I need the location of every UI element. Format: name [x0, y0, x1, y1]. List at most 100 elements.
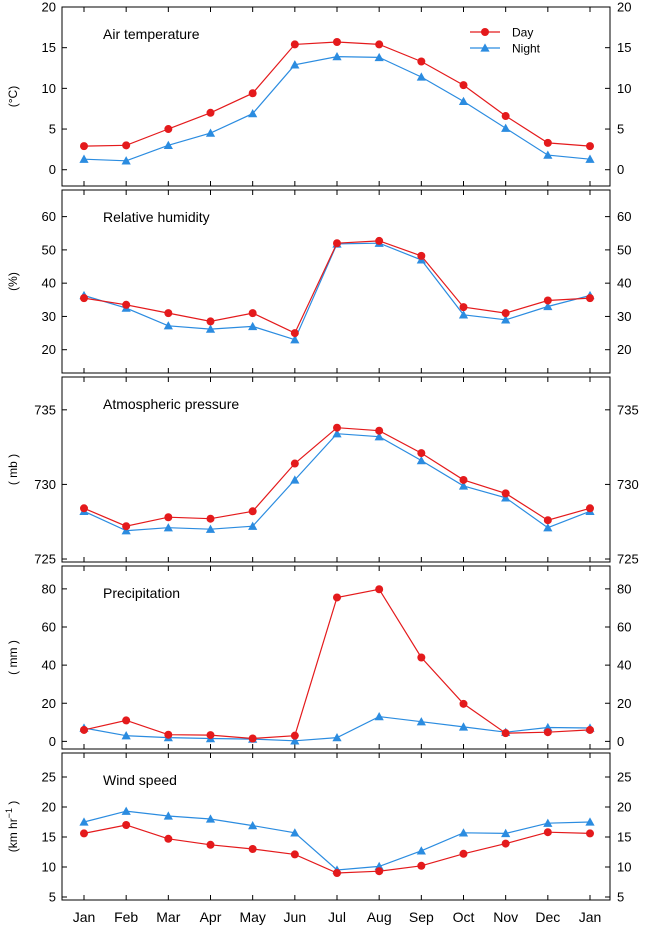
point-night — [79, 817, 89, 826]
y-axis-label: ( mb ) — [6, 454, 20, 485]
point-night — [248, 821, 258, 830]
legend-night-label: Night — [512, 42, 541, 56]
point-night — [290, 736, 300, 745]
y-tick-label-right: 730 — [617, 477, 639, 492]
point-night — [290, 828, 300, 837]
point-night — [374, 432, 384, 441]
y-tick-label-left: 80 — [42, 581, 56, 596]
y-tick-label-left: 10 — [42, 81, 56, 96]
point-night — [121, 806, 131, 815]
point-night — [121, 156, 131, 165]
panel-frame — [61, 189, 611, 374]
x-tick-label: Oct — [453, 909, 475, 925]
y-axis-label: ( mm ) — [6, 640, 20, 675]
y-axis-label-text: (°C) — [6, 86, 20, 107]
y-tick-label-right: 20 — [617, 0, 631, 15]
legend-day-marker — [481, 28, 489, 36]
panel-title: Precipitation — [103, 585, 180, 601]
y-tick-label-left: 5 — [49, 890, 56, 905]
y-tick-label-left: 30 — [42, 309, 56, 324]
point-day — [417, 449, 426, 458]
y-tick-label-left: 25 — [42, 770, 56, 785]
point-day — [80, 294, 88, 303]
x-tick-label: Jan — [579, 909, 602, 925]
panel-wind-speed: 5 5 10 10 15 15 20 20 25 25 Wind speed (km hr−1 ) — [4, 752, 631, 905]
point-night — [416, 717, 426, 726]
panel-frame — [61, 376, 611, 563]
panel-air-temperature: 0 0 5 5 10 10 15 15 20 20 Air temperature (°C) — [6, 0, 631, 187]
point-day — [80, 504, 88, 513]
point-night — [205, 128, 216, 137]
point-night — [332, 52, 342, 61]
point-night — [458, 310, 469, 319]
point-day — [164, 125, 173, 134]
point-day — [543, 138, 552, 147]
y-axis-label: (km hr−1 ) — [4, 801, 20, 853]
point-day — [543, 728, 552, 737]
point-night — [332, 732, 342, 742]
point-day — [248, 507, 257, 516]
point-night — [416, 455, 426, 465]
y-tick-label-right: 30 — [617, 309, 631, 324]
y-tick-label-left: 40 — [42, 658, 56, 673]
point-day — [164, 730, 173, 739]
panel-precipitation: 0 0 20 20 40 40 60 60 80 80 Precipitation ( mm ) — [6, 565, 631, 750]
panel-title: Wind speed — [103, 772, 177, 788]
point-day — [122, 821, 131, 829]
y-tick-label-left: 725 — [34, 552, 56, 567]
panel-title: Air temperature — [103, 26, 200, 42]
x-tick-label: Mar — [156, 909, 180, 925]
y-tick-label-left: 0 — [49, 162, 56, 177]
x-tick-label: Apr — [200, 909, 222, 925]
y-axis-label-text: (km hr — [6, 818, 20, 852]
point-day — [375, 236, 384, 245]
point-night — [163, 523, 173, 532]
point-day — [586, 294, 594, 303]
series-line-day — [83, 427, 591, 527]
x-tick-label: Sep — [409, 909, 434, 925]
y-tick-label-right: 5 — [617, 122, 624, 137]
x-tick-label: Jul — [328, 909, 346, 925]
point-day — [80, 142, 88, 151]
point-day — [290, 850, 299, 859]
y-tick-label-right: 0 — [617, 162, 624, 177]
point-day — [206, 514, 215, 523]
point-day — [290, 40, 299, 49]
point-day — [206, 108, 215, 117]
y-tick-label-right: 10 — [617, 860, 631, 875]
point-day — [586, 504, 594, 513]
series-line-night — [83, 810, 591, 871]
y-tick-label-right: 40 — [617, 658, 631, 673]
y-tick-label-left: 60 — [42, 620, 56, 635]
x-tick-label: Aug — [367, 909, 392, 925]
panel-atmospheric-pressure: 725 725 730 730 735 735 Atmospheric pressure ( … — [6, 376, 639, 567]
x-tick-label: May — [239, 909, 265, 925]
point-day — [164, 309, 173, 318]
y-tick-label-right: 5 — [617, 890, 624, 905]
point-day — [206, 731, 215, 740]
point-day — [586, 829, 594, 838]
point-night — [79, 154, 89, 163]
point-day — [122, 300, 131, 309]
point-day — [122, 716, 131, 725]
point-day — [417, 653, 426, 662]
series-line-day — [83, 588, 591, 740]
x-tick-label: Feb — [114, 909, 138, 925]
y-tick-label-right: 20 — [617, 800, 631, 815]
x-tick-label: Jun — [284, 909, 307, 925]
point-night — [416, 72, 426, 81]
point-day — [375, 426, 384, 435]
point-day — [164, 513, 173, 522]
point-night — [458, 96, 469, 106]
point-day — [206, 840, 215, 849]
point-night — [501, 123, 511, 132]
point-day — [375, 585, 384, 594]
point-day — [248, 845, 257, 853]
x-tick-label: Dec — [535, 909, 560, 925]
panel-frame — [61, 6, 611, 187]
point-day — [333, 593, 341, 602]
point-night — [458, 722, 469, 731]
y-tick-label-right: 80 — [617, 581, 631, 596]
point-day — [543, 516, 552, 525]
point-night — [121, 731, 131, 740]
